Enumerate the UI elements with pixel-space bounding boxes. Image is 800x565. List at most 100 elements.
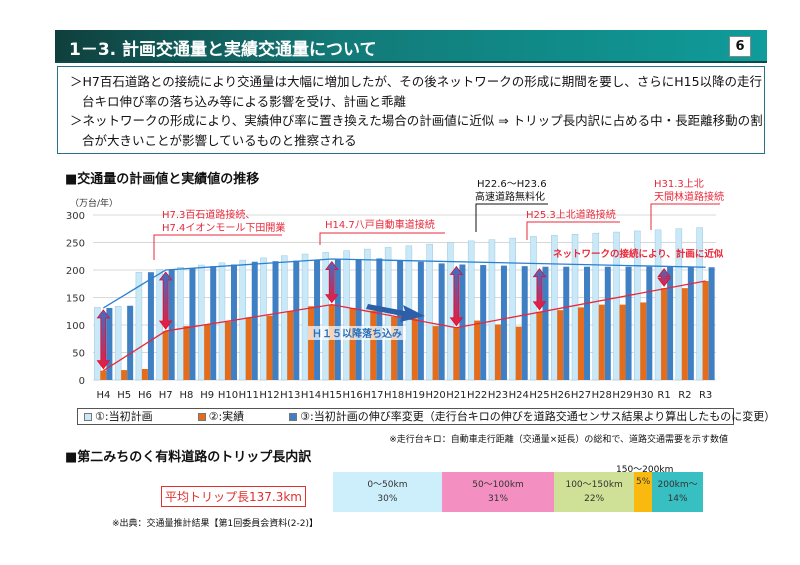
gap-arrow	[657, 268, 671, 287]
x-tick-label: H24	[509, 390, 529, 401]
bar-revised	[314, 260, 321, 380]
x-tick-label: H5	[117, 390, 131, 401]
annotation-h22-2: 高速道路無料化	[475, 190, 545, 203]
gap-arrow	[158, 271, 173, 330]
bar-actual	[308, 306, 315, 380]
trip-segment-label: 100～150km	[565, 480, 623, 490]
legend-revised: ③:当初計画の伸び率変更（走行台キロの伸びを道路交通センサス結果より算出したもの…	[300, 410, 776, 423]
annotation-leader	[650, 203, 720, 230]
annotation-leader	[526, 221, 620, 240]
x-tick-label: H19	[405, 390, 425, 401]
average-trip-length: 平均トリップ長137.3km	[161, 486, 306, 507]
legend-plan: ①:当初計画	[95, 410, 153, 423]
bar-actual	[349, 307, 356, 380]
bar-actual	[598, 304, 605, 380]
bar-plan	[322, 252, 330, 381]
bar-plan	[301, 253, 309, 381]
bar-plan	[571, 234, 579, 381]
bar-plan	[488, 239, 496, 381]
bar-revised	[521, 266, 528, 380]
y-tick-label: 0	[79, 376, 85, 387]
bar-plan	[135, 271, 143, 381]
bar-actual	[681, 288, 688, 380]
trip-segment-label: 0～50km	[367, 480, 408, 490]
annotation-h7-1: H7.3百石道路接続、	[162, 208, 255, 221]
x-tick-label: H26	[550, 390, 570, 401]
y-tick-label: 100	[66, 321, 85, 332]
annotation-bg	[308, 326, 406, 340]
bar-revised	[168, 270, 175, 380]
x-tick-label: H28	[592, 390, 612, 401]
bar-revised	[584, 266, 591, 380]
bar-plan	[447, 242, 454, 381]
bar-plan	[156, 269, 163, 381]
bar-plan	[114, 306, 122, 381]
gap-arrow	[449, 265, 464, 327]
slide-title: 1－3. 計画交通量と実績交通量について	[69, 40, 377, 60]
bar-actual	[287, 311, 294, 380]
bar-actual	[432, 326, 439, 380]
annotation-h31-2: 天間林道路接続	[654, 190, 724, 203]
bar-actual	[328, 304, 335, 380]
bar-plan	[551, 235, 558, 381]
slide-header: 1－3. 計画交通量と実績交通量について 6	[55, 30, 767, 63]
bar-plan	[530, 236, 537, 381]
y-axis-label: （万台/年）	[70, 197, 118, 209]
annotation-decline: Ｈ１５以降落ち込み	[312, 327, 402, 340]
bar-plan	[364, 248, 371, 381]
trip-segment-label: 50～100km	[472, 480, 524, 490]
bar-actual	[578, 307, 585, 380]
x-tick-label: H8	[180, 390, 194, 401]
x-tick-label: H11	[239, 390, 259, 401]
annotation-leader	[475, 203, 548, 232]
gap-arrow	[96, 309, 111, 370]
footnote: ※走行台キロ：自動車走行距離（交通量×延長）の総和で、道路交通需要を示す数値	[389, 435, 728, 445]
bar-revised	[147, 272, 154, 380]
bar-plan	[197, 264, 205, 381]
trip-segment: 200km～ 14%	[652, 472, 703, 512]
bar-revised	[563, 266, 570, 380]
bar-actual	[266, 315, 273, 380]
bar-revised	[687, 266, 694, 380]
x-tick-label: H21	[446, 390, 466, 401]
bar-actual	[619, 304, 626, 380]
bar-actual	[474, 320, 481, 380]
x-tick-label: H14	[301, 390, 321, 401]
bar-actual	[453, 327, 460, 380]
x-tick-label: H27	[571, 390, 591, 401]
x-tick-label: H9	[200, 390, 214, 401]
bar-actual	[702, 281, 709, 380]
bar-actual	[141, 369, 148, 380]
bar-revised	[625, 266, 632, 380]
trip-segment: 100～150km 22%	[554, 472, 635, 512]
x-tick-label: H10	[218, 390, 238, 401]
y-tick-label: 150	[66, 294, 85, 305]
bar-revised	[293, 260, 300, 380]
x-tick-label: H6	[138, 390, 152, 401]
bar-plan	[177, 267, 184, 381]
bar-revised	[500, 265, 507, 380]
trip-segment-percent: 31%	[488, 494, 509, 504]
x-tick-label: H20	[426, 390, 446, 401]
bar-actual	[411, 318, 418, 380]
bullet-1: ＞H7百石道路との接続により交通量は大幅に増加したが、その後ネットワークの形成に…	[70, 74, 763, 109]
bar-plan	[467, 240, 475, 381]
bar-revised	[708, 267, 715, 380]
x-tick-label: H13	[280, 390, 300, 401]
trip-segment-percent: 14%	[667, 494, 688, 504]
annotation-h22-1: H22.6～H23.6	[477, 179, 547, 190]
annotation-h7-2: H7.4イオンモール下田開業	[162, 221, 285, 234]
bar-actual	[162, 331, 169, 380]
x-tick-label: H29	[612, 390, 632, 401]
bar-revised	[667, 266, 674, 380]
x-tick-label: H15	[322, 390, 342, 401]
legend-swatch-actual	[197, 413, 206, 421]
trip-segment: 5%	[634, 472, 653, 512]
bullet-2: ＞ネットワークの形成により、実績伸び率に置き換えた場合の計画値に近似 ⇒ トリッ…	[70, 113, 763, 148]
y-tick-label: 200	[66, 266, 85, 277]
x-tick-label: R3	[699, 390, 712, 401]
summary-box: ＞H7百石道路との接続により交通量は大幅に増加したが、その後ネットワークの形成に…	[57, 66, 765, 154]
bar-actual	[391, 316, 398, 380]
legend-actual: ②:実績	[208, 410, 245, 423]
bar-plan	[384, 247, 392, 381]
